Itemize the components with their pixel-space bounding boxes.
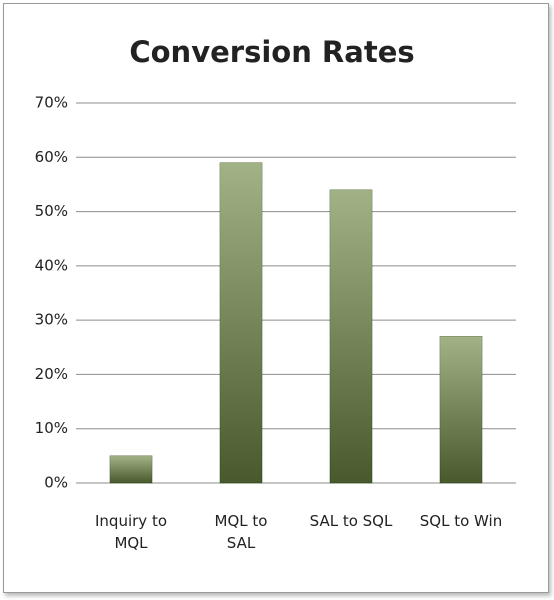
- y-tick-label: 50%: [35, 202, 68, 220]
- x-tick-label: MQL to SAL: [214, 512, 268, 552]
- y-tick-label: 10%: [35, 419, 68, 437]
- y-tick-label: 70%: [35, 94, 68, 112]
- bar-shade: [220, 162, 262, 483]
- x-tick-label: SAL to SQL: [309, 512, 393, 530]
- bar-shade: [330, 189, 372, 483]
- x-tick-label: Inquiry to MQL: [95, 512, 167, 552]
- y-tick-label: 60%: [35, 148, 68, 166]
- bar-shade: [440, 336, 482, 483]
- y-tick-label: 0%: [44, 474, 68, 492]
- bar-shade: [110, 455, 152, 483]
- x-tick-label: SQL to Win: [419, 512, 503, 530]
- y-tick-label: 40%: [35, 256, 68, 274]
- y-tick-label: 30%: [35, 311, 68, 329]
- chart-frame: Conversion Rates 0% 10% 20% 30% 40% 50% 60% 70%…: [3, 3, 549, 593]
- chart: Conversion Rates 0% 10% 20% 30% 40% 50% 60% 70%: [35, 35, 516, 492]
- y-tick-label: 20%: [35, 365, 68, 383]
- chart-title: Conversion Rates: [129, 35, 414, 69]
